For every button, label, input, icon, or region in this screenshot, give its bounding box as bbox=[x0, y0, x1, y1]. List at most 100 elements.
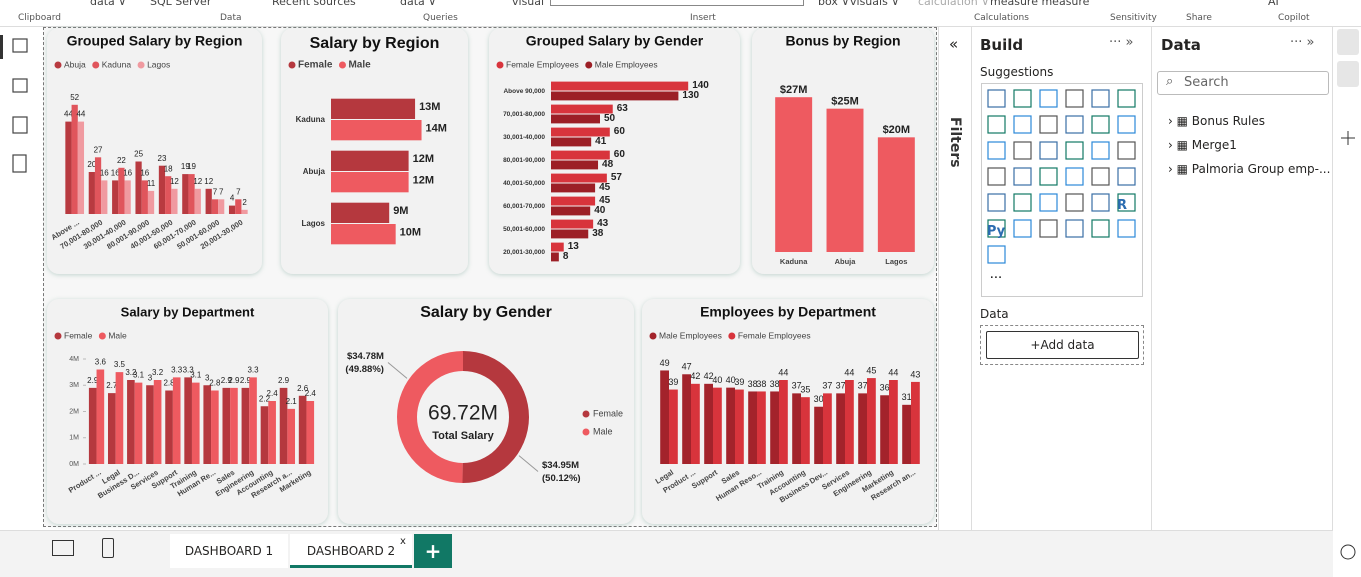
value-label: 38 bbox=[756, 379, 766, 389]
data-label: Data bbox=[980, 307, 1009, 321]
bar bbox=[331, 98, 416, 119]
value-label: 130 bbox=[682, 90, 699, 101]
ribbon-item[interactable]: calculation ∨ bbox=[918, 0, 990, 8]
visual-icon[interactable] bbox=[1117, 89, 1136, 108]
visual-icon[interactable] bbox=[1039, 141, 1058, 160]
visual-icon[interactable] bbox=[1091, 167, 1110, 186]
filters-label[interactable]: Filters bbox=[947, 117, 963, 168]
value-label: 25 bbox=[134, 150, 143, 159]
ribbon-item[interactable]: box ∨ bbox=[818, 0, 850, 8]
search-box[interactable]: ⌕ Search bbox=[1157, 71, 1329, 95]
table-name[interactable]: Bonus Rules bbox=[1191, 114, 1265, 128]
pane-toggle[interactable] bbox=[1337, 29, 1359, 55]
close-tab[interactable]: x bbox=[400, 536, 406, 547]
bar bbox=[682, 374, 691, 464]
visual-icon[interactable] bbox=[1013, 141, 1032, 160]
visual-icon[interactable] bbox=[1091, 141, 1110, 160]
visual-icon[interactable] bbox=[1013, 89, 1032, 108]
visual-icon[interactable] bbox=[1117, 167, 1136, 186]
visual-icon[interactable] bbox=[1065, 89, 1084, 108]
visual-icon[interactable] bbox=[1091, 89, 1110, 108]
value-label: 37 bbox=[858, 381, 868, 391]
table-view-icon[interactable] bbox=[12, 78, 28, 93]
visual-icon[interactable] bbox=[987, 193, 1006, 212]
ribbon-item[interactable]: Recent sources bbox=[272, 0, 356, 8]
visual-icon[interactable] bbox=[1117, 115, 1136, 134]
visual-icon[interactable] bbox=[1117, 193, 1136, 212]
dax-view-icon[interactable] bbox=[12, 154, 27, 173]
visual-icon[interactable] bbox=[1039, 219, 1058, 238]
settings-icon[interactable] bbox=[1340, 544, 1356, 560]
value-label: 38 bbox=[770, 379, 780, 389]
visual-icon[interactable] bbox=[1117, 219, 1136, 238]
filters-pane[interactable]: « Filters bbox=[938, 27, 972, 530]
value-label: 47 bbox=[682, 362, 692, 372]
visual-icon[interactable] bbox=[1013, 167, 1032, 186]
table-name[interactable]: Merge1 bbox=[1191, 138, 1237, 152]
visual-icon[interactable] bbox=[987, 219, 1006, 238]
value-label: 52 bbox=[70, 93, 79, 102]
donut-slice bbox=[396, 351, 463, 483]
visual-icon[interactable] bbox=[1091, 219, 1110, 238]
table-item[interactable]: › ▦ Palmoria Group emp-... bbox=[1168, 162, 1331, 176]
visual-icon[interactable] bbox=[1091, 115, 1110, 134]
model-view-icon[interactable] bbox=[12, 116, 28, 134]
bar bbox=[218, 199, 225, 214]
value-label: 2.4 bbox=[267, 389, 279, 398]
add-page[interactable]: + bbox=[414, 534, 452, 568]
collapse-icon[interactable]: « bbox=[949, 35, 959, 53]
visual-icon[interactable] bbox=[987, 167, 1006, 186]
bar bbox=[691, 383, 700, 464]
table-item[interactable]: › ▦ Bonus Rules bbox=[1168, 114, 1265, 128]
report-view-icon[interactable] bbox=[12, 38, 28, 53]
value-label: 13M bbox=[419, 101, 440, 113]
y-tick-label: 70,001-80,000 bbox=[503, 111, 545, 118]
pane-toggle[interactable] bbox=[1337, 61, 1359, 87]
bar bbox=[551, 160, 599, 170]
visual-icon[interactable] bbox=[1065, 193, 1084, 212]
visual-icon[interactable] bbox=[1013, 219, 1032, 238]
legend-swatch bbox=[582, 410, 590, 418]
ribbon-item[interactable]: visual bbox=[512, 0, 545, 8]
bar bbox=[146, 385, 154, 464]
value-label: 31 bbox=[902, 392, 912, 402]
ribbon-item[interactable]: visuals ∨ bbox=[850, 0, 900, 8]
visual-icon[interactable] bbox=[1039, 115, 1058, 134]
ribbon-item[interactable]: measure measure bbox=[990, 0, 1090, 8]
visual-icon[interactable] bbox=[987, 89, 1006, 108]
data-title: Data bbox=[1161, 36, 1201, 54]
visual-icon[interactable] bbox=[1039, 193, 1058, 212]
mobile-view-icon[interactable] bbox=[102, 538, 114, 558]
visual-icon[interactable] bbox=[1065, 141, 1084, 160]
desktop-view-icon[interactable] bbox=[52, 540, 74, 556]
visual-icon[interactable] bbox=[987, 115, 1006, 134]
visual-icon[interactable] bbox=[1013, 115, 1032, 134]
ribbon-input[interactable] bbox=[550, 0, 804, 6]
add-data-button[interactable]: +Add data bbox=[986, 331, 1139, 359]
percent-label: (50.12%) bbox=[542, 473, 581, 484]
bar bbox=[165, 390, 173, 464]
visual-icon[interactable] bbox=[1039, 89, 1058, 108]
page-tab[interactable]: DASHBOARD 1 bbox=[170, 534, 288, 568]
table-name[interactable]: Palmoria Group emp-... bbox=[1191, 162, 1331, 176]
visual-icon[interactable] bbox=[987, 141, 1006, 160]
ribbon-item[interactable]: data ∨ bbox=[90, 0, 127, 8]
ribbon-item[interactable]: data ∨ bbox=[400, 0, 437, 8]
bar bbox=[735, 389, 744, 464]
table-item[interactable]: › ▦ Merge1 bbox=[1168, 138, 1237, 152]
visual-icon[interactable] bbox=[1065, 167, 1084, 186]
pane-controls[interactable]: ··· » bbox=[1109, 35, 1134, 50]
visual-icon[interactable] bbox=[1065, 219, 1084, 238]
visual-icon[interactable] bbox=[1039, 167, 1058, 186]
value-label: 11 bbox=[147, 179, 156, 188]
ribbon-item[interactable]: SQL Server bbox=[150, 0, 212, 8]
bar bbox=[211, 390, 219, 464]
visual-icon[interactable] bbox=[1117, 141, 1136, 160]
visual-icon[interactable] bbox=[1091, 193, 1110, 212]
visual-icon[interactable] bbox=[1065, 115, 1084, 134]
visual-icon[interactable] bbox=[1013, 193, 1032, 212]
page-tab[interactable]: DASHBOARD 2 bbox=[290, 534, 412, 568]
visual-icon[interactable] bbox=[987, 245, 1006, 264]
pane-controls[interactable]: ··· » bbox=[1290, 35, 1315, 50]
ribbon-item[interactable]: AI bbox=[1268, 0, 1279, 8]
